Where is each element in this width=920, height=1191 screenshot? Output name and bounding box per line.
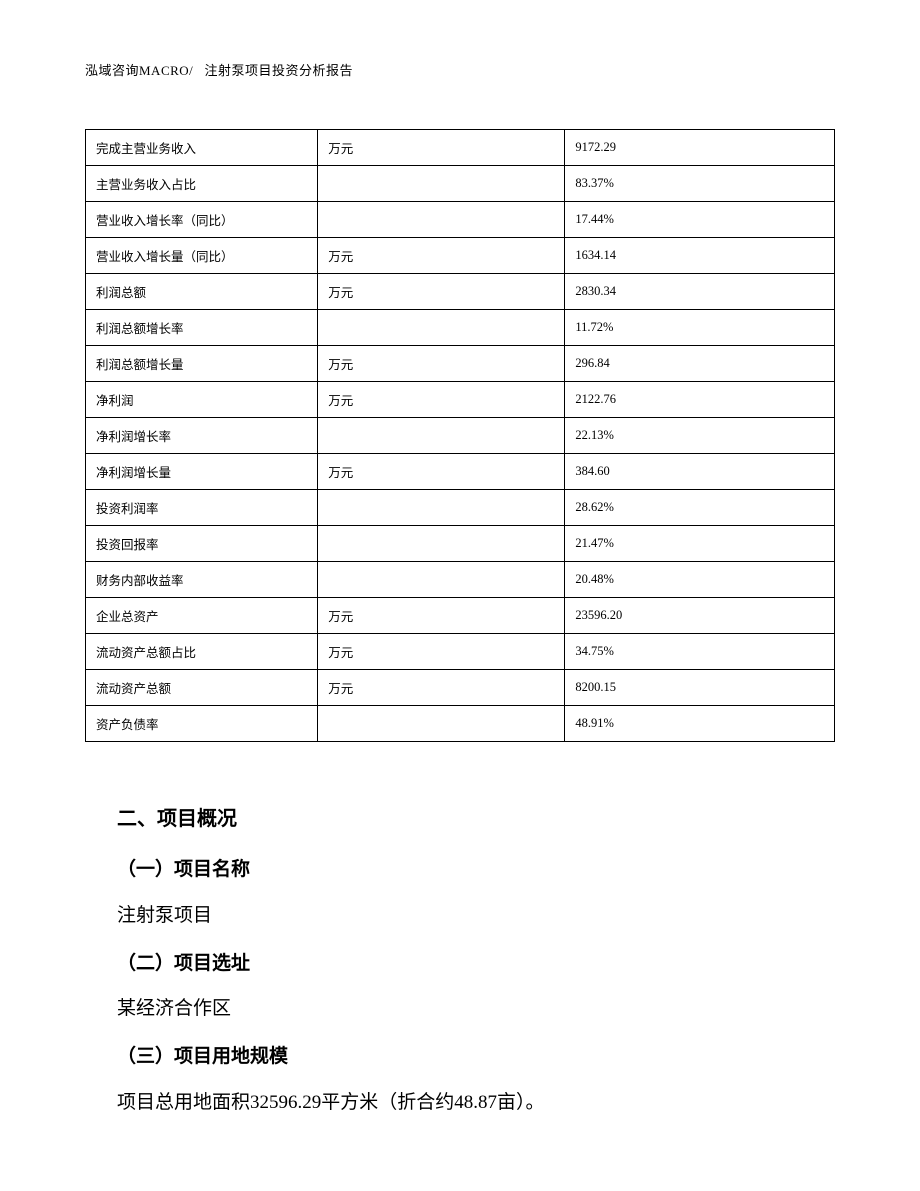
- row-unit: 万元: [318, 670, 565, 706]
- section-heading: 二、项目概况: [117, 797, 835, 841]
- table-row: 利润总额 万元 2830.34: [86, 274, 835, 310]
- row-label: 投资回报率: [86, 526, 318, 562]
- row-label: 净利润增长率: [86, 418, 318, 454]
- table-row: 财务内部收益率 20.48%: [86, 562, 835, 598]
- table-row: 企业总资产 万元 23596.20: [86, 598, 835, 634]
- row-unit: [318, 310, 565, 346]
- table-body: 完成主营业务收入 万元 9172.29 主营业务收入占比 83.37% 营业收入…: [86, 130, 835, 742]
- table-row: 主营业务收入占比 83.37%: [86, 166, 835, 202]
- row-label: 利润总额增长量: [86, 346, 318, 382]
- row-value: 384.60: [565, 454, 835, 490]
- table-row: 投资利润率 28.62%: [86, 490, 835, 526]
- row-value: 1634.14: [565, 238, 835, 274]
- row-value: 11.72%: [565, 310, 835, 346]
- row-unit: 万元: [318, 346, 565, 382]
- table-row: 流动资产总额 万元 8200.15: [86, 670, 835, 706]
- row-unit: 万元: [318, 382, 565, 418]
- subsection-text-3: 项目总用地面积32596.29平方米（折合约48.87亩）。: [117, 1082, 835, 1124]
- row-label: 财务内部收益率: [86, 562, 318, 598]
- row-unit: 万元: [318, 238, 565, 274]
- table-row: 利润总额增长率 11.72%: [86, 310, 835, 346]
- row-label: 完成主营业务收入: [86, 130, 318, 166]
- row-value: 9172.29: [565, 130, 835, 166]
- row-label: 净利润增长量: [86, 454, 318, 490]
- row-unit: 万元: [318, 130, 565, 166]
- row-label: 企业总资产: [86, 598, 318, 634]
- row-unit: [318, 166, 565, 202]
- row-value: 22.13%: [565, 418, 835, 454]
- row-value: 48.91%: [565, 706, 835, 742]
- row-label: 营业收入增长量（同比）: [86, 238, 318, 274]
- table-row: 流动资产总额占比 万元 34.75%: [86, 634, 835, 670]
- row-unit: [318, 418, 565, 454]
- row-unit: [318, 706, 565, 742]
- row-label: 流动资产总额占比: [86, 634, 318, 670]
- table-row: 投资回报率 21.47%: [86, 526, 835, 562]
- table-row: 资产负债率 48.91%: [86, 706, 835, 742]
- row-unit: [318, 202, 565, 238]
- row-value: 17.44%: [565, 202, 835, 238]
- table-row: 净利润 万元 2122.76: [86, 382, 835, 418]
- header-left: 泓域咨询MACRO/: [85, 63, 193, 78]
- table-row: 净利润增长量 万元 384.60: [86, 454, 835, 490]
- row-value: 83.37%: [565, 166, 835, 202]
- subsection-heading-2: （二）项目选址: [117, 943, 835, 985]
- table-row: 净利润增长率 22.13%: [86, 418, 835, 454]
- subsection-heading-3: （三）项目用地规模: [117, 1036, 835, 1078]
- row-value: 20.48%: [565, 562, 835, 598]
- content-block: 二、项目概况 （一）项目名称 注射泵项目 （二）项目选址 某经济合作区 （三）项…: [85, 797, 835, 1124]
- row-label: 资产负债率: [86, 706, 318, 742]
- row-unit: [318, 562, 565, 598]
- page-header: 泓域咨询MACRO/ 注射泵项目投资分析报告: [85, 60, 835, 79]
- financial-table: 完成主营业务收入 万元 9172.29 主营业务收入占比 83.37% 营业收入…: [85, 129, 835, 742]
- row-unit: 万元: [318, 274, 565, 310]
- row-value: 34.75%: [565, 634, 835, 670]
- row-unit: 万元: [318, 634, 565, 670]
- row-label: 利润总额增长率: [86, 310, 318, 346]
- row-label: 流动资产总额: [86, 670, 318, 706]
- row-unit: 万元: [318, 454, 565, 490]
- row-value: 21.47%: [565, 526, 835, 562]
- table-row: 完成主营业务收入 万元 9172.29: [86, 130, 835, 166]
- row-unit: 万元: [318, 598, 565, 634]
- subsection-text-1: 注射泵项目: [117, 895, 835, 937]
- row-value: 2830.34: [565, 274, 835, 310]
- row-unit: [318, 490, 565, 526]
- row-value: 296.84: [565, 346, 835, 382]
- subsection-text-2: 某经济合作区: [117, 988, 835, 1030]
- table-row: 利润总额增长量 万元 296.84: [86, 346, 835, 382]
- subsection-heading-1: （一）项目名称: [117, 849, 835, 891]
- row-value: 28.62%: [565, 490, 835, 526]
- row-value: 2122.76: [565, 382, 835, 418]
- table-row: 营业收入增长量（同比） 万元 1634.14: [86, 238, 835, 274]
- row-unit: [318, 526, 565, 562]
- row-value: 23596.20: [565, 598, 835, 634]
- row-label: 主营业务收入占比: [86, 166, 318, 202]
- row-value: 8200.15: [565, 670, 835, 706]
- row-label: 投资利润率: [86, 490, 318, 526]
- row-label: 净利润: [86, 382, 318, 418]
- table-row: 营业收入增长率（同比） 17.44%: [86, 202, 835, 238]
- header-right: 注射泵项目投资分析报告: [205, 63, 354, 78]
- row-label: 营业收入增长率（同比）: [86, 202, 318, 238]
- row-label: 利润总额: [86, 274, 318, 310]
